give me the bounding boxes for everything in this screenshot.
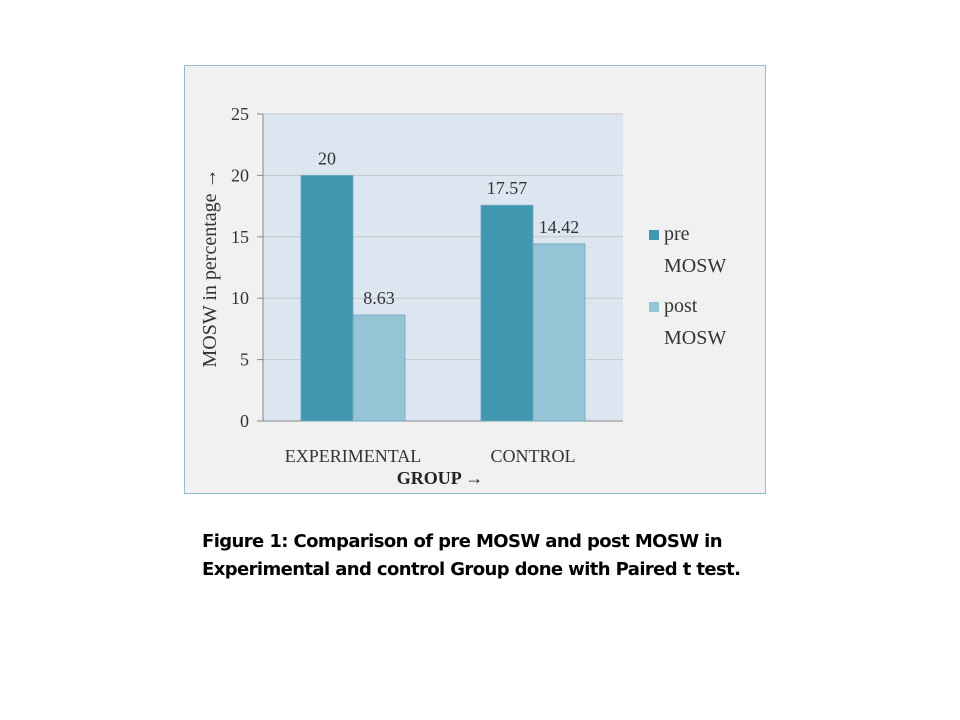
y-tick-label: 0 [240,411,249,431]
data-label: 8.63 [363,288,395,308]
y-tick-label: 20 [231,165,249,185]
legend-swatch [649,230,659,240]
legend-swatch [649,302,659,312]
data-label: 17.57 [487,178,528,198]
y-tick-label: 5 [240,350,249,370]
legend-label: MOSW [664,327,726,349]
bar [532,243,586,422]
y-tick-label: 25 [231,104,249,124]
data-label: 20 [318,148,336,168]
data-label: 14.42 [539,217,580,237]
x-tick-label: CONTROL [491,446,576,466]
bar [480,204,534,422]
caption-line-2: Experimental and control Group done with… [202,559,741,580]
legend-label: post [664,295,698,317]
bar [352,314,406,422]
figure-caption: Figure 1: Comparison of pre MOSW and pos… [202,528,842,584]
x-axis-title: GROUP → [397,468,484,488]
y-axis-title: MOSW in percentage → [199,168,221,367]
y-tick-label: 10 [231,288,249,308]
x-tick-label: EXPERIMENTAL [285,446,422,466]
y-tick-label: 15 [231,227,249,247]
bar [300,174,354,422]
legend-label: MOSW [664,255,726,277]
caption-line-1: Figure 1: Comparison of pre MOSW and pos… [202,531,723,552]
legend-label: pre [664,223,690,245]
